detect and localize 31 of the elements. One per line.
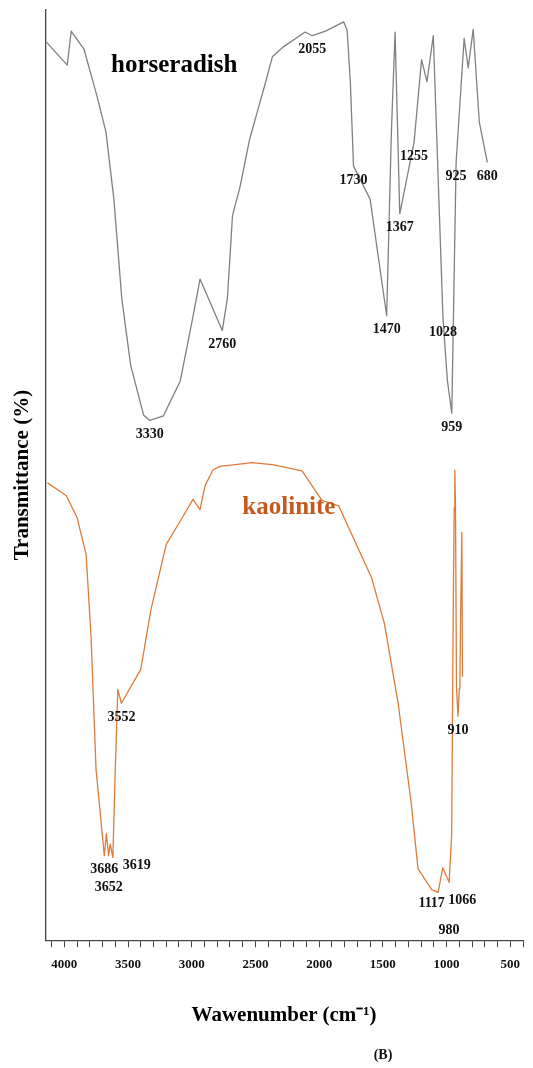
series-label: kaolinite [242, 492, 336, 520]
annotation: 3619 [122, 857, 151, 873]
y-axis-title: Transmittance (%) [9, 389, 34, 561]
x-tick-label: 1500 [369, 956, 396, 972]
annotation: 959 [441, 418, 463, 434]
annotation: 1255 [400, 147, 429, 163]
annotation: 3552 [107, 708, 136, 724]
x-tick-label: 1000 [433, 956, 460, 972]
x-tick-label: 3000 [178, 956, 205, 972]
annotation: 680 [476, 168, 498, 184]
x-tick-label: 500 [500, 956, 521, 972]
annotation: 3330 [135, 426, 164, 442]
annotation: 1066 [448, 892, 477, 908]
annotation: 3652 [94, 879, 123, 895]
annotation: 2055 [298, 41, 327, 57]
annotation: 1367 [385, 219, 414, 235]
x-tick-label: 4000 [51, 956, 78, 972]
annotation: 1730 [339, 171, 368, 187]
annotation: 980 [438, 921, 460, 937]
x-tick-label: 2500 [242, 956, 269, 972]
x-tick-label: 2000 [306, 956, 333, 972]
annotation: 925 [445, 168, 467, 184]
annotation: 3686 [90, 861, 119, 877]
annotation: 1117 [418, 895, 445, 911]
annotation: 1470 [372, 321, 401, 337]
x-axis-title: Wawenumber (cm⁻¹) [191, 1001, 377, 1026]
annotation: 1028 [428, 324, 457, 340]
text: (B) [373, 1046, 393, 1063]
series-label: horseradish [111, 50, 238, 78]
x-tick-label: 3500 [115, 956, 142, 972]
annotation: 2760 [208, 336, 237, 352]
